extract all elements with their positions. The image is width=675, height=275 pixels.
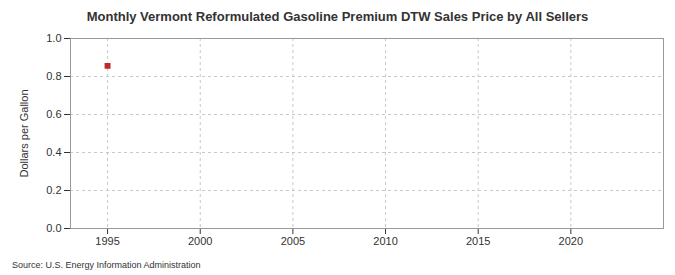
svg-text:1.0: 1.0 bbox=[46, 32, 61, 44]
svg-text:0.0: 0.0 bbox=[46, 222, 61, 234]
svg-text:2005: 2005 bbox=[281, 235, 305, 247]
svg-text:0.2: 0.2 bbox=[46, 184, 61, 196]
svg-text:0.8: 0.8 bbox=[46, 70, 61, 82]
svg-text:2000: 2000 bbox=[188, 235, 212, 247]
svg-text:2015: 2015 bbox=[466, 235, 490, 247]
svg-text:0.4: 0.4 bbox=[46, 146, 61, 158]
svg-text:2020: 2020 bbox=[559, 235, 583, 247]
svg-text:0.6: 0.6 bbox=[46, 108, 61, 120]
svg-text:2010: 2010 bbox=[373, 235, 397, 247]
svg-text:1995: 1995 bbox=[95, 235, 119, 247]
html-text:Source: U.S. Energy Informatio: Source: U.S. Energy Information Administ… bbox=[12, 260, 201, 270]
html-text:Monthly Vermont Reformulated G: Monthly Vermont Reformulated Gasoline Pr… bbox=[86, 9, 589, 24]
svg-text:Dollars per Gallon: Dollars per Gallon bbox=[18, 89, 30, 177]
